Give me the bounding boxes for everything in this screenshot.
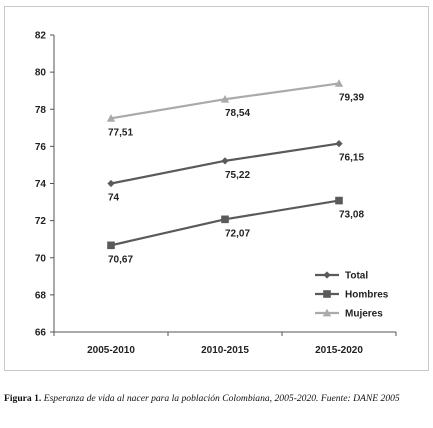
y-tick-label: 66	[35, 328, 47, 339]
data-point	[107, 241, 115, 250]
series-mujeres: 77,51 78,54 79,39	[106, 79, 364, 138]
data-label: 77,51	[108, 127, 133, 138]
data-point	[221, 157, 229, 165]
data-label: 72,07	[225, 228, 250, 239]
figure-caption-text: Esperanza de vida al nacer para la pobla…	[41, 393, 400, 404]
legend-marker	[323, 271, 331, 279]
data-point	[107, 179, 115, 188]
series-total: 74 75,22 76,15	[107, 139, 364, 204]
data-label: 76,15	[339, 153, 364, 164]
x-tick-label: 2010-2015	[201, 345, 249, 356]
y-tick-label: 72	[35, 216, 47, 227]
y-tick-label: 82	[35, 31, 47, 42]
y-tick-label: 80	[35, 68, 47, 79]
legend-entry: Hombres	[315, 290, 389, 301]
line-chart: 66 68 70 72 74 76 78 80 82 2005-2010 2010-2015 2015…	[35, 31, 397, 356]
data-point	[221, 215, 229, 224]
series-layer: 74 75,22 76,15 70,67 72,07 73,08 77,51 78,54 79,…	[106, 79, 364, 265]
y-tick-label: 76	[35, 142, 47, 153]
x-tick-label: 2015-2020	[315, 345, 363, 356]
figure-caption: Figura 1. Esperanza de vida al nacer par…	[4, 393, 432, 405]
data-point	[334, 79, 344, 87]
data-label: 74	[108, 193, 120, 204]
data-point	[335, 139, 343, 148]
x-tick-label: 2005-2010	[87, 345, 135, 356]
data-label: 79,39	[339, 92, 364, 103]
data-label: 78,54	[225, 108, 250, 119]
legend-entry: Mujeres	[315, 309, 383, 320]
series-hombres: 70,67 72,07 73,08	[107, 196, 364, 265]
legend-label: Mujeres	[345, 309, 383, 320]
y-tick-label: 70	[35, 253, 47, 264]
legend-entry: Total	[315, 271, 368, 282]
figure-caption-label: Figura 1.	[4, 393, 42, 404]
legend-label: Hombres	[345, 290, 389, 301]
legend: Total Hombres Mujeres	[315, 271, 389, 320]
y-tick-label: 78	[35, 105, 47, 116]
chart-frame: 66 68 70 72 74 76 78 80 82 2005-2010 2010-2015 2015…	[4, 6, 429, 371]
data-point	[220, 95, 230, 103]
data-label: 70,67	[108, 254, 133, 265]
legend-marker	[323, 290, 331, 298]
data-point	[106, 114, 116, 122]
y-tick-label: 68	[35, 290, 47, 301]
data-label: 73,08	[339, 210, 364, 221]
legend-marker	[322, 308, 332, 317]
data-label: 75,22	[225, 170, 250, 181]
legend-label: Total	[345, 271, 368, 282]
y-tick-label: 74	[35, 179, 47, 190]
chart-axes: 66 68 70 72 74 76 78 80 82 2005-2010 2010-2015 2015…	[35, 31, 397, 356]
data-point	[335, 196, 343, 205]
